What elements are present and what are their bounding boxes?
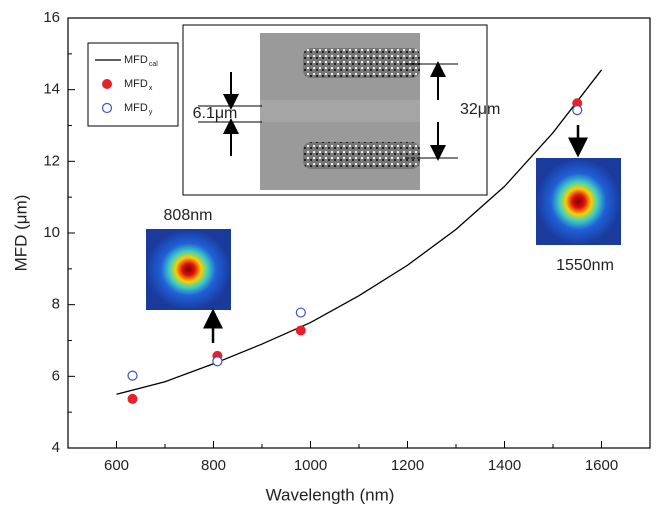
y-tick-label: 16 xyxy=(43,9,60,26)
x-tick-label: 1000 xyxy=(294,457,327,474)
electrode xyxy=(303,142,420,169)
y-tick-label: 14 xyxy=(43,81,60,98)
inset: 6.1μm 32μm xyxy=(182,24,500,196)
legend-key xyxy=(102,79,112,89)
annotation: 32μm xyxy=(460,101,500,118)
y-tick-label: 12 xyxy=(43,152,60,169)
annotation: 1550nm xyxy=(556,257,614,274)
y-tick-label: 6 xyxy=(52,367,60,384)
point xyxy=(212,356,223,367)
legend-label: MFD xyxy=(124,102,148,114)
legend-subscript: y xyxy=(149,109,153,116)
y-tick-label: 8 xyxy=(52,296,60,313)
mode-image xyxy=(536,158,621,245)
legend-label: MFD xyxy=(124,54,148,66)
point xyxy=(127,370,138,381)
y-axis-label: MFD (μm) xyxy=(11,195,30,272)
legend-label: MFD xyxy=(124,78,148,90)
x-tick-label: 800 xyxy=(201,457,226,474)
electrode xyxy=(303,48,420,78)
x-tick-label: 1200 xyxy=(391,457,424,474)
annotation: 808nm xyxy=(164,207,213,224)
x-tick-label: 600 xyxy=(104,457,129,474)
x-axis-label: Wavelength (nm) xyxy=(266,485,395,504)
point xyxy=(127,393,138,404)
mode-image xyxy=(146,229,231,310)
x-tick-label: 1400 xyxy=(488,457,521,474)
point xyxy=(295,325,306,336)
point xyxy=(572,104,583,116)
point xyxy=(295,307,306,318)
legend-key xyxy=(101,102,113,114)
legend-subscript: x xyxy=(149,85,153,92)
y-tick-label: 4 xyxy=(52,439,60,456)
waveguide xyxy=(260,100,420,122)
x-tick-label: 1600 xyxy=(585,457,618,474)
annotation: 6.1μm xyxy=(193,105,238,122)
legend-subscript: cal xyxy=(149,61,158,68)
fit-line xyxy=(116,69,603,395)
y-tick-label: 10 xyxy=(43,224,60,241)
